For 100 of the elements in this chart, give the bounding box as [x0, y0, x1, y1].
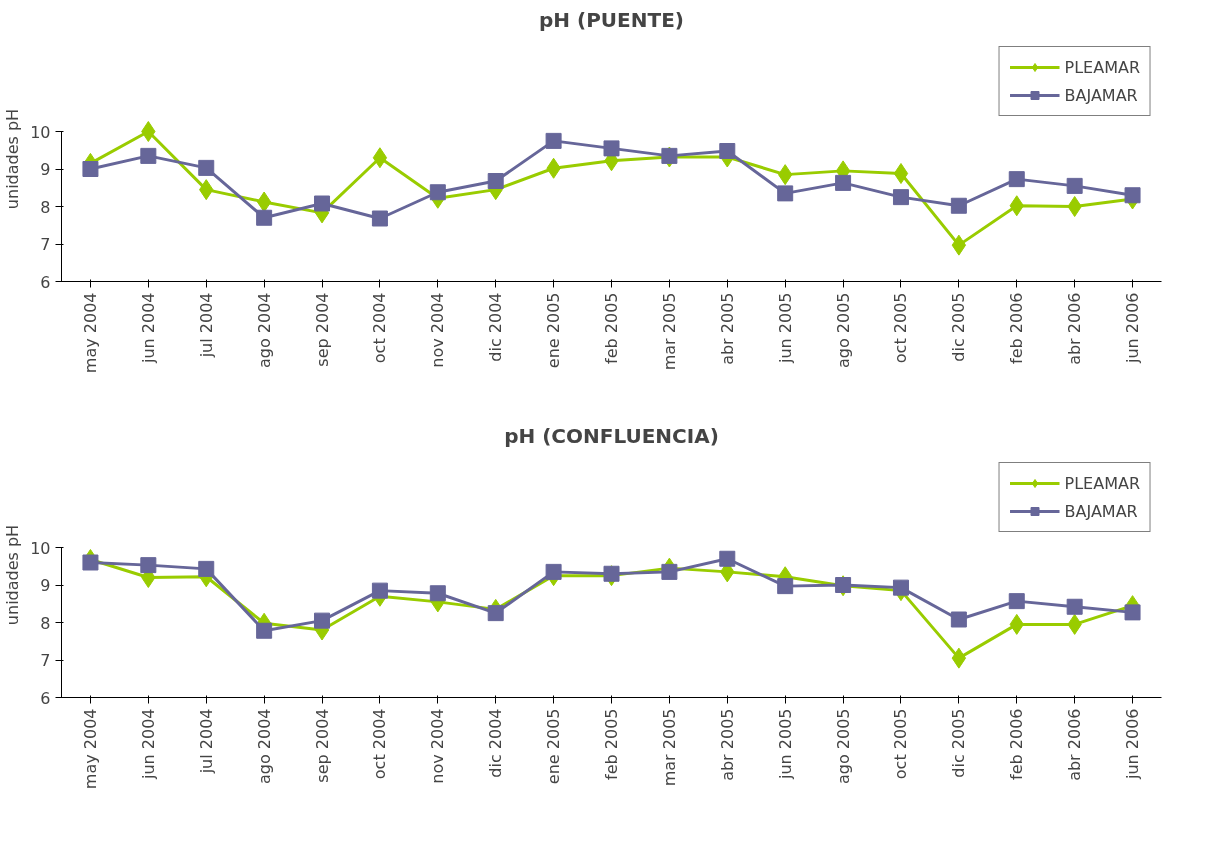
x-tick-label: dic 2005 [949, 708, 969, 778]
point [951, 234, 967, 256]
point [1067, 196, 1082, 217]
x-tick-label: sep 2004 [312, 292, 332, 367]
point [198, 159, 215, 176]
x-tick-label: feb 2005 [602, 708, 621, 780]
x-tick-label: jun 2006 [1123, 292, 1143, 365]
y-axis-title: unidades pH [3, 108, 23, 210]
x-tick-label: mar 2005 [659, 292, 679, 371]
x-tick-label: nov 2004 [428, 708, 448, 784]
point [661, 563, 678, 580]
x-tick-label: mar 2005 [659, 708, 679, 787]
point [835, 174, 852, 191]
x-tick-label: dic 2004 [486, 292, 506, 362]
x-tick-label: nov 2004 [428, 292, 448, 368]
point [661, 147, 678, 164]
point [545, 563, 562, 580]
x-tick-label: oct 2004 [370, 708, 390, 780]
point [1124, 604, 1141, 621]
x-tick-label: jul 2004 [196, 292, 216, 359]
point [719, 143, 736, 159]
point [950, 197, 967, 214]
x-tick-label: feb 2006 [1007, 292, 1027, 364]
x-tick-label: jul 2004 [196, 708, 216, 775]
point [141, 121, 156, 142]
point [487, 173, 504, 189]
x-tick-label: oct 2004 [370, 292, 390, 364]
point [1066, 177, 1083, 194]
point [892, 189, 909, 206]
x-tick-label: sep 2004 [312, 708, 332, 783]
y-tick-label: 10 [30, 538, 51, 558]
point [487, 605, 504, 622]
x-tick-label: feb 2006 [1007, 708, 1027, 780]
x-tick-label: may 2004 [80, 708, 100, 790]
y-tick-label: 6 [40, 688, 51, 708]
point [893, 163, 909, 184]
y-axis-title: unidades pH [3, 524, 23, 626]
y-tick-label: 7 [40, 235, 51, 254]
legend-label: PLEAMAR [1064, 473, 1140, 493]
point [82, 161, 99, 177]
point [314, 612, 331, 629]
x-tick-label: dic 2005 [949, 292, 969, 362]
point [1124, 187, 1141, 204]
point [429, 585, 446, 602]
point [256, 622, 273, 639]
point [256, 191, 272, 213]
x-tick-label: ene 2005 [544, 708, 564, 785]
point [372, 147, 388, 169]
x-tick-label: abr 2005 [717, 292, 737, 365]
x-tick-label: abr 2006 [1065, 708, 1085, 781]
x-tick-label: jun 2004 [138, 708, 158, 781]
point [256, 209, 273, 226]
x-tick-label: oct 2005 [891, 292, 911, 364]
point [892, 579, 909, 596]
x-tick-label: abr 2005 [717, 708, 737, 781]
x-tick-label: jun 2005 [775, 292, 795, 365]
y-tick-label: 6 [40, 272, 51, 292]
y-tick-label: 7 [40, 651, 51, 670]
x-tick-label: jun 2005 [775, 708, 795, 781]
legend-label: BAJAMAR [1064, 501, 1138, 521]
point [371, 210, 388, 227]
point [603, 140, 620, 157]
point [1008, 171, 1025, 188]
x-tick-label: ago 2005 [833, 292, 853, 369]
x-tick-label: jun 2006 [1123, 708, 1143, 781]
x-tick-label: may 2004 [80, 292, 100, 374]
x-tick-label: dic 2004 [486, 708, 506, 778]
point [82, 554, 99, 571]
legend-label: BAJAMAR [1064, 85, 1138, 105]
chart-title: pH (PUENTE) [539, 7, 684, 32]
x-tick-label: ago 2004 [254, 708, 274, 785]
point [777, 185, 794, 202]
point [140, 147, 157, 164]
point [1066, 598, 1083, 615]
point [777, 578, 794, 595]
point [1008, 593, 1025, 610]
point [545, 132, 562, 149]
x-tick-label: oct 2005 [891, 708, 911, 780]
chart-title: pH (CONFLUENCIA) [504, 423, 719, 448]
point [429, 184, 446, 201]
y-tick-label: 8 [40, 613, 51, 633]
x-tick-label: jun 2004 [138, 292, 158, 365]
point [719, 550, 736, 567]
point [951, 647, 967, 669]
y-tick-label: 9 [40, 160, 51, 179]
x-tick-label: ago 2005 [833, 708, 853, 785]
y-tick-label: 8 [40, 197, 51, 217]
x-tick-label: ene 2005 [544, 292, 564, 369]
point [314, 195, 331, 212]
x-tick-label: ago 2004 [254, 292, 274, 369]
x-tick-label: abr 2006 [1065, 292, 1085, 365]
point [835, 577, 852, 593]
point [603, 565, 620, 582]
point [371, 582, 388, 599]
point [140, 557, 157, 574]
x-tick-label: feb 2005 [602, 292, 621, 364]
legend-label: PLEAMAR [1064, 57, 1140, 77]
point [950, 611, 967, 628]
y-tick-label: 9 [40, 576, 51, 595]
point [198, 560, 215, 577]
